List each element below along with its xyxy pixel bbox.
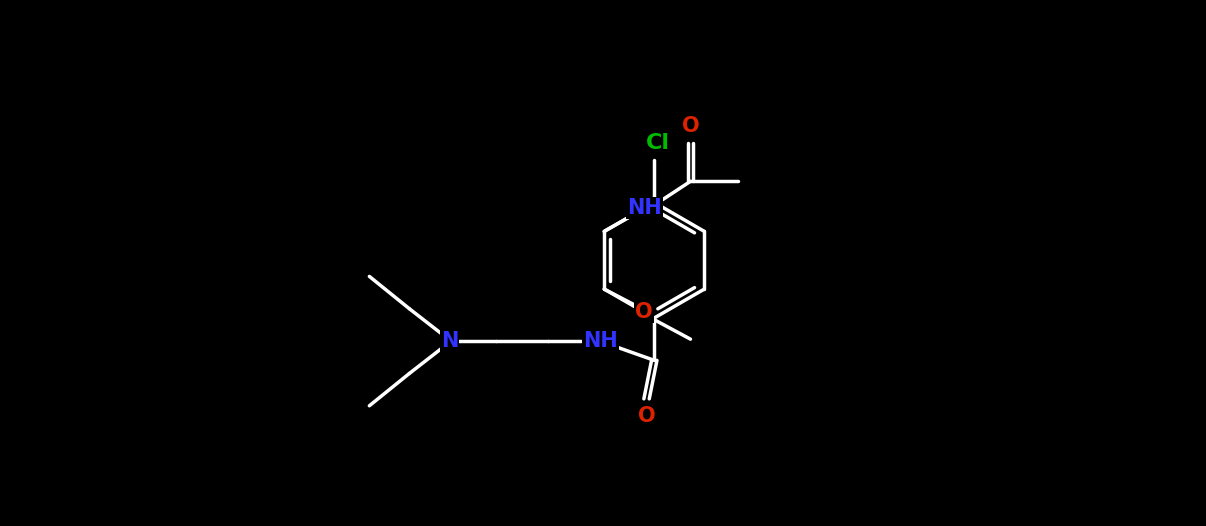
Text: O: O <box>636 302 654 322</box>
Text: NH: NH <box>582 331 617 351</box>
Text: O: O <box>681 116 699 136</box>
Text: NH: NH <box>627 198 662 218</box>
Text: Cl: Cl <box>646 133 671 153</box>
Text: O: O <box>638 406 655 426</box>
Text: N: N <box>440 331 458 351</box>
